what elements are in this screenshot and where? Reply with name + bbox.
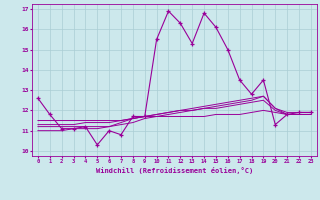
X-axis label: Windchill (Refroidissement éolien,°C): Windchill (Refroidissement éolien,°C) bbox=[96, 167, 253, 174]
